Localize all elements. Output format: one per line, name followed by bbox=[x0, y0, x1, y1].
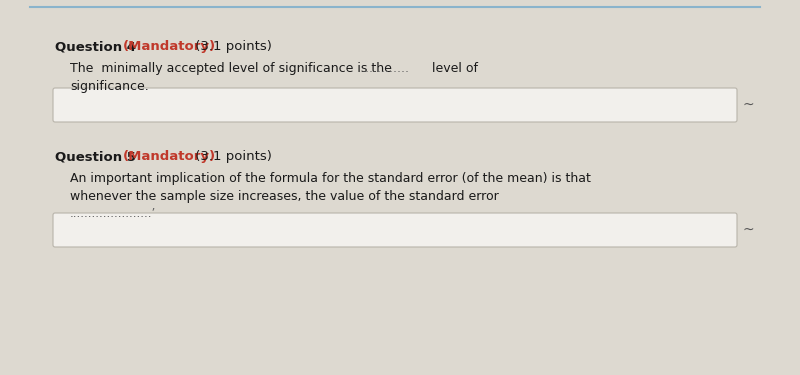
Text: Question 5: Question 5 bbox=[55, 150, 141, 163]
FancyBboxPatch shape bbox=[53, 88, 737, 122]
Text: significance.: significance. bbox=[70, 80, 149, 93]
Text: whenever the sample size increases, the value of the standard error: whenever the sample size increases, the … bbox=[70, 190, 498, 203]
FancyBboxPatch shape bbox=[53, 213, 737, 247]
Text: (3.1 points): (3.1 points) bbox=[191, 40, 272, 53]
Text: Question 4: Question 4 bbox=[55, 40, 141, 53]
Text: level of: level of bbox=[427, 62, 478, 75]
Text: (Mandatory): (Mandatory) bbox=[123, 40, 216, 53]
Text: The  minimally accepted level of significance is the: The minimally accepted level of signific… bbox=[70, 62, 396, 75]
Text: An important implication of the formula for the standard error (of the mean) is : An important implication of the formula … bbox=[70, 172, 591, 185]
Text: (3.1 points): (3.1 points) bbox=[191, 150, 272, 163]
Text: ~: ~ bbox=[743, 223, 754, 237]
Text: (Mandatory): (Mandatory) bbox=[123, 150, 216, 163]
Text: ~: ~ bbox=[743, 98, 754, 112]
Text: ......................’: ......................’ bbox=[70, 207, 156, 220]
Text: ............: ............ bbox=[362, 62, 410, 75]
